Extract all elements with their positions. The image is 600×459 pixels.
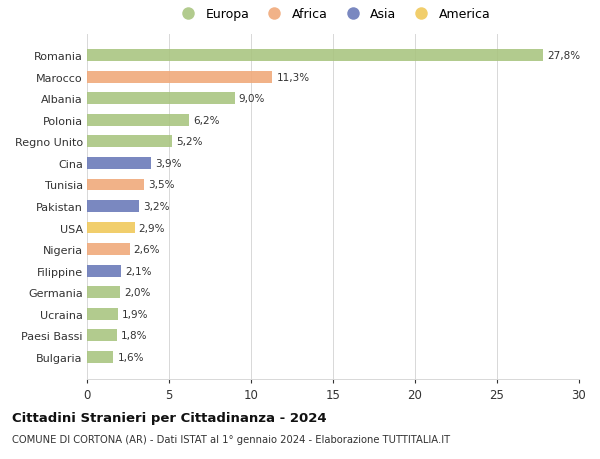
Bar bbox=[87, 72, 272, 84]
Bar bbox=[87, 222, 134, 234]
Bar bbox=[87, 93, 235, 105]
Text: 2,0%: 2,0% bbox=[124, 288, 150, 297]
Text: 6,2%: 6,2% bbox=[193, 116, 219, 125]
Text: 5,2%: 5,2% bbox=[176, 137, 203, 147]
Bar bbox=[87, 115, 188, 126]
Text: 3,5%: 3,5% bbox=[149, 180, 175, 190]
Text: COMUNE DI CORTONA (AR) - Dati ISTAT al 1° gennaio 2024 - Elaborazione TUTTITALIA: COMUNE DI CORTONA (AR) - Dati ISTAT al 1… bbox=[12, 434, 450, 444]
Bar bbox=[87, 330, 116, 341]
Bar bbox=[87, 201, 139, 213]
Text: 2,1%: 2,1% bbox=[125, 266, 152, 276]
Bar bbox=[87, 179, 145, 191]
Text: 27,8%: 27,8% bbox=[547, 51, 580, 61]
Text: 1,9%: 1,9% bbox=[122, 309, 149, 319]
Bar bbox=[87, 50, 543, 62]
Bar bbox=[87, 351, 113, 363]
Bar bbox=[87, 287, 120, 298]
Text: 2,9%: 2,9% bbox=[139, 223, 165, 233]
Text: 1,6%: 1,6% bbox=[118, 352, 144, 362]
Legend: Europa, Africa, Asia, America: Europa, Africa, Asia, America bbox=[175, 8, 491, 21]
Bar bbox=[87, 265, 121, 277]
Bar bbox=[87, 157, 151, 169]
Text: 3,2%: 3,2% bbox=[143, 202, 170, 212]
Text: 9,0%: 9,0% bbox=[239, 94, 265, 104]
Bar bbox=[87, 308, 118, 320]
Text: 11,3%: 11,3% bbox=[277, 73, 310, 83]
Text: Cittadini Stranieri per Cittadinanza - 2024: Cittadini Stranieri per Cittadinanza - 2… bbox=[12, 411, 326, 424]
Text: 2,6%: 2,6% bbox=[134, 245, 160, 255]
Bar bbox=[87, 244, 130, 256]
Text: 1,8%: 1,8% bbox=[121, 330, 147, 341]
Bar bbox=[87, 136, 172, 148]
Text: 3,9%: 3,9% bbox=[155, 158, 182, 168]
